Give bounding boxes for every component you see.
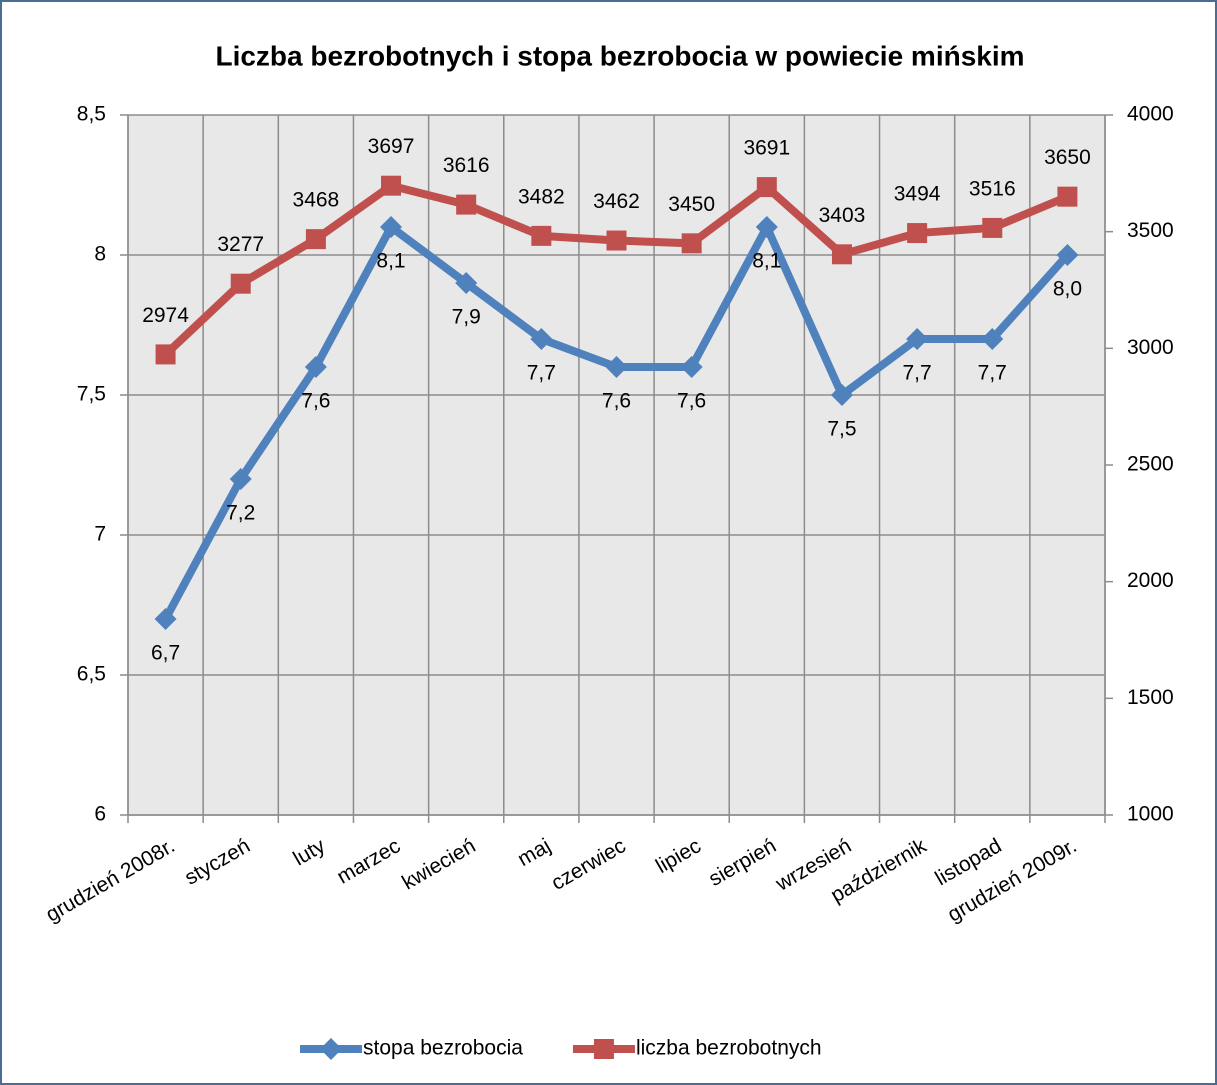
data-label: 7,6 xyxy=(602,390,631,413)
data-label: 7,2 xyxy=(226,502,255,525)
y2-tick-label: 2000 xyxy=(1127,569,1174,592)
marker xyxy=(531,225,552,246)
marker xyxy=(1056,244,1079,266)
marker xyxy=(229,468,252,490)
data-label: 7,7 xyxy=(527,362,556,385)
data-label: 3494 xyxy=(894,183,941,206)
marker xyxy=(320,1038,342,1060)
marker xyxy=(756,177,777,198)
data-label: 7,6 xyxy=(301,390,330,413)
y2-tick-label: 2500 xyxy=(1127,453,1174,476)
data-label: 8,0 xyxy=(1053,278,1082,301)
y2-tick-label: 1000 xyxy=(1127,803,1174,826)
y-tick-label: 7,5 xyxy=(77,383,106,406)
marker xyxy=(830,384,853,406)
marker xyxy=(380,216,403,238)
marker xyxy=(456,194,477,215)
data-label: 7,5 xyxy=(827,418,856,441)
marker xyxy=(530,328,553,350)
y-tick-label: 6,5 xyxy=(77,663,106,686)
marker xyxy=(681,233,702,254)
data-label: 3468 xyxy=(293,189,340,212)
data-label: 3462 xyxy=(593,190,640,213)
y2-tick-label: 4000 xyxy=(1127,103,1174,126)
marker xyxy=(381,175,402,196)
data-label: 7,7 xyxy=(978,362,1007,385)
data-label: 7,9 xyxy=(452,306,481,329)
chart-title: Liczba bezrobotnych i stopa bezrobocia w… xyxy=(215,40,1024,71)
data-label: 6,7 xyxy=(151,642,180,665)
marker xyxy=(831,244,852,265)
data-label: 3482 xyxy=(518,185,565,208)
marker xyxy=(906,328,929,350)
marker xyxy=(1057,186,1078,207)
y2-tick-label: 3000 xyxy=(1127,336,1174,359)
data-label: 7,6 xyxy=(677,390,706,413)
data-label: 3616 xyxy=(443,154,490,177)
marker xyxy=(981,328,1004,350)
y-tick-label: 8,5 xyxy=(77,103,106,126)
legend-label: stopa bezrobocia xyxy=(363,1037,523,1060)
y-tick-label: 8 xyxy=(94,243,106,266)
data-label: 3516 xyxy=(969,177,1016,200)
data-label: 7,7 xyxy=(903,362,932,385)
y2-tick-label: 1500 xyxy=(1127,686,1174,709)
marker xyxy=(155,344,176,365)
data-label: 2974 xyxy=(142,304,189,327)
y2-tick-label: 3500 xyxy=(1127,219,1174,242)
data-label: 8,1 xyxy=(376,250,405,273)
marker xyxy=(982,217,1003,238)
marker xyxy=(606,230,627,251)
marker xyxy=(305,229,326,250)
data-label: 3403 xyxy=(819,204,866,227)
marker xyxy=(605,356,628,378)
data-label: 3691 xyxy=(743,137,790,160)
marker xyxy=(755,216,778,238)
data-label: 8,1 xyxy=(752,250,781,273)
marker xyxy=(593,1039,614,1059)
marker xyxy=(907,223,928,244)
data-label: 3650 xyxy=(1044,146,1091,169)
y-tick-label: 6 xyxy=(94,803,106,826)
data-label: 3450 xyxy=(668,193,715,216)
plot-area xyxy=(128,115,1105,815)
legend-label: liczba bezrobotnych xyxy=(636,1037,822,1060)
y-tick-label: 7 xyxy=(94,523,106,546)
marker xyxy=(154,608,177,630)
marker xyxy=(304,356,327,378)
data-label: 3697 xyxy=(368,135,415,158)
data-label: 3277 xyxy=(217,233,264,256)
marker xyxy=(230,273,251,294)
marker xyxy=(680,356,703,378)
marker xyxy=(455,272,478,294)
